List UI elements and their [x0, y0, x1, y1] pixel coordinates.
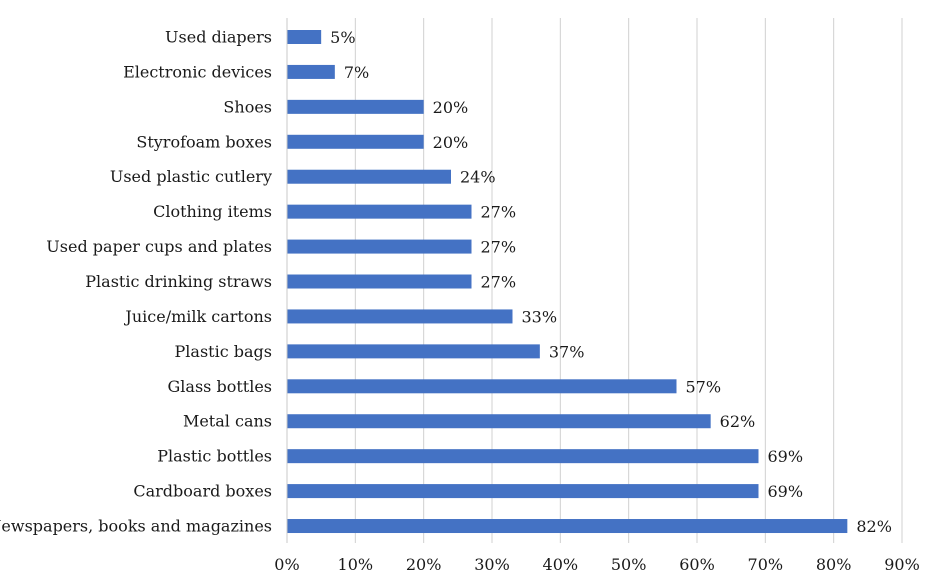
category-label: Used paper cups and plates: [46, 237, 272, 256]
x-tick-label: 0%: [274, 555, 299, 574]
bar: [287, 519, 848, 534]
category-label: Newspapers, books and magazines: [0, 517, 272, 536]
category-label: Plastic bags: [175, 342, 272, 361]
data-label: 62%: [720, 412, 756, 431]
bar: [287, 484, 759, 499]
bar: [287, 309, 513, 324]
data-label: 27%: [481, 273, 517, 292]
category-label: Electronic devices: [123, 62, 272, 81]
bar: [287, 134, 424, 149]
category-label: Shoes: [223, 97, 272, 116]
x-tick-label: 90%: [884, 555, 920, 574]
x-tick-label: 70%: [748, 555, 784, 574]
bar: [287, 204, 472, 219]
category-label: Clothing items: [153, 202, 272, 221]
category-label: Styrofoam boxes: [136, 132, 272, 151]
bar: [287, 274, 472, 289]
data-label: 27%: [481, 203, 517, 222]
category-label: Juice/milk cartons: [123, 307, 272, 326]
x-tick-label: 50%: [611, 555, 647, 574]
labels: Used diapers 5% Electronic devices 7% Shoes 2…: [0, 28, 892, 537]
data-label: 27%: [481, 238, 517, 257]
bar: [287, 239, 472, 254]
category-label: Glass bottles: [168, 377, 272, 396]
category-label: Plastic drinking straws: [85, 272, 272, 291]
category-label: Metal cans: [183, 412, 272, 431]
data-label: 33%: [522, 307, 558, 326]
bar: [287, 30, 322, 44]
x-tick-label: 30%: [474, 555, 510, 574]
bar: [287, 64, 335, 79]
bar: [287, 379, 677, 394]
x-tick-label: 40%: [543, 555, 579, 574]
bar: [287, 344, 540, 359]
bars: [287, 30, 848, 534]
axes: 0% 10% 20% 30% 40% 50% 60% 70% 80% 90%: [274, 18, 920, 574]
data-label: 20%: [433, 133, 469, 152]
bar: [287, 414, 711, 429]
data-label: 24%: [460, 168, 496, 187]
data-label: 69%: [768, 482, 804, 501]
data-label: 57%: [686, 377, 722, 396]
data-label: 37%: [549, 342, 585, 361]
bar: [287, 169, 451, 184]
category-label: Used plastic cutlery: [110, 167, 272, 186]
bar: [287, 99, 424, 114]
data-label: 82%: [856, 517, 892, 536]
data-label: 20%: [433, 98, 469, 117]
data-label: 5%: [330, 28, 355, 47]
category-label: Plastic bottles: [157, 447, 272, 466]
x-tick-label: 10%: [338, 555, 374, 574]
bar: [287, 449, 759, 464]
x-tick-label: 20%: [406, 555, 442, 574]
category-label: Used diapers: [165, 28, 272, 47]
data-label: 69%: [768, 447, 804, 466]
x-tick-label: 80%: [816, 555, 852, 574]
x-tick-label: 60%: [679, 555, 715, 574]
data-label: 7%: [344, 63, 369, 82]
category-label: Cardboard boxes: [133, 482, 272, 501]
